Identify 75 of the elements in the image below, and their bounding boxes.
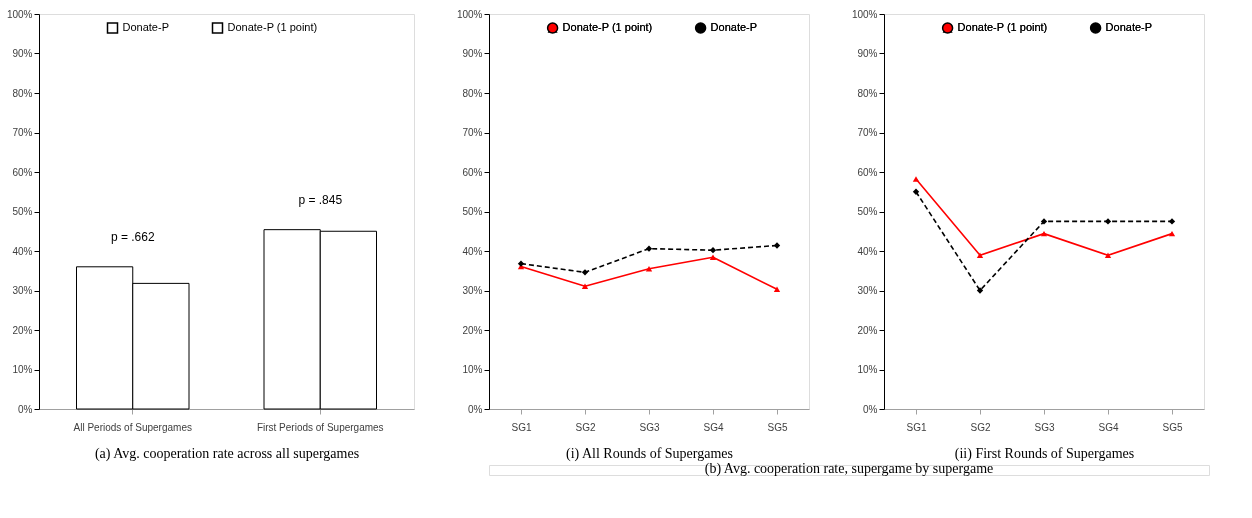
y-tick-label: 60%	[462, 166, 483, 178]
y-tick-label: 100%	[851, 8, 878, 20]
x-axis-title: (ii) First Rounds of Supergames	[954, 445, 1135, 462]
annotation: p = .845	[298, 192, 343, 207]
point	[709, 254, 717, 261]
x-tick-label: SG4	[703, 421, 724, 433]
point	[645, 245, 653, 252]
x-tick-label: SG2	[970, 421, 991, 433]
point	[773, 286, 781, 293]
y-tick-label: 100%	[6, 8, 33, 20]
y-tick-label: 80%	[857, 87, 878, 99]
point	[912, 176, 920, 182]
point	[645, 266, 653, 272]
point	[709, 247, 717, 254]
legend-label: Donate-P (1 point)	[227, 21, 318, 33]
x-tick-label: SG2	[575, 421, 596, 433]
x-tick-label: SG5	[1162, 421, 1183, 433]
y-tick-label: 50%	[462, 206, 483, 217]
x-tick-label: SG3	[1034, 421, 1055, 433]
y-tick-label: 10%	[462, 364, 483, 375]
point	[773, 242, 781, 249]
point	[1040, 230, 1048, 237]
legend-label: Donate-P	[122, 21, 169, 33]
y-tick-label: 30%	[462, 285, 483, 296]
point	[581, 283, 589, 289]
y-tick-label: 70%	[12, 127, 33, 138]
y-tick-label: 0%	[863, 403, 878, 415]
y-tick-label: 80%	[462, 87, 483, 99]
x-axis-title: (i) All Rounds of Supergames	[566, 445, 733, 462]
point	[1040, 218, 1048, 225]
point	[581, 269, 589, 276]
point	[1168, 230, 1176, 237]
x-tick-label: SG1	[511, 421, 532, 433]
y-tick-label: 10%	[12, 364, 33, 375]
y-tick-label: 80%	[12, 87, 33, 99]
y-tick-label: 40%	[12, 245, 33, 257]
legend-label: Donate-P (1 point)	[957, 21, 1048, 33]
legend-label: Donate-P	[710, 21, 758, 33]
x-tick-label: SG1	[906, 421, 927, 433]
point	[1104, 218, 1112, 225]
y-tick-label: 60%	[12, 166, 33, 178]
y-tick-label: 20%	[12, 324, 33, 336]
x-tick-label: SG4	[1098, 421, 1119, 433]
y-tick-label: 50%	[857, 206, 878, 217]
text: (b) Avg. cooperation rate, supergame by supergame	[704, 461, 994, 477]
y-tick-label: 90%	[462, 48, 483, 59]
y-tick-label: 90%	[857, 48, 878, 59]
x-tick-label: First Periods of Supergames	[256, 421, 384, 433]
y-tick-label: 0%	[468, 403, 483, 415]
y-tick-label: 40%	[462, 245, 483, 257]
x-tick-label: All Periods of Supergames	[73, 421, 192, 433]
legend-label: Donate-P	[1105, 21, 1153, 33]
x-axis-title: (a) Avg. cooperation rate across all supergames	[94, 445, 360, 462]
y-tick-label: 60%	[857, 166, 878, 178]
point	[1104, 252, 1112, 259]
annotation: p = .662	[110, 229, 155, 244]
y-tick-label: 20%	[462, 324, 483, 336]
y-tick-label: 40%	[857, 245, 878, 257]
x-tick-label: SG5	[767, 421, 788, 433]
y-tick-label: 70%	[857, 127, 878, 138]
y-tick-label: 70%	[462, 127, 483, 138]
point	[976, 287, 984, 294]
y-tick-label: 30%	[12, 285, 33, 296]
y-tick-label: 50%	[12, 206, 33, 217]
point	[976, 252, 984, 259]
y-tick-label: 10%	[857, 364, 878, 375]
y-tick-label: 100%	[456, 8, 483, 20]
y-tick-label: 20%	[857, 324, 878, 336]
y-tick-label: 90%	[12, 48, 33, 59]
point	[1168, 218, 1176, 225]
point	[912, 188, 920, 195]
x-tick-label: SG3	[639, 421, 660, 433]
y-tick-label: 0%	[18, 403, 33, 415]
legend-label: Donate-P (1 point)	[562, 21, 653, 33]
y-tick-label: 30%	[857, 285, 878, 296]
